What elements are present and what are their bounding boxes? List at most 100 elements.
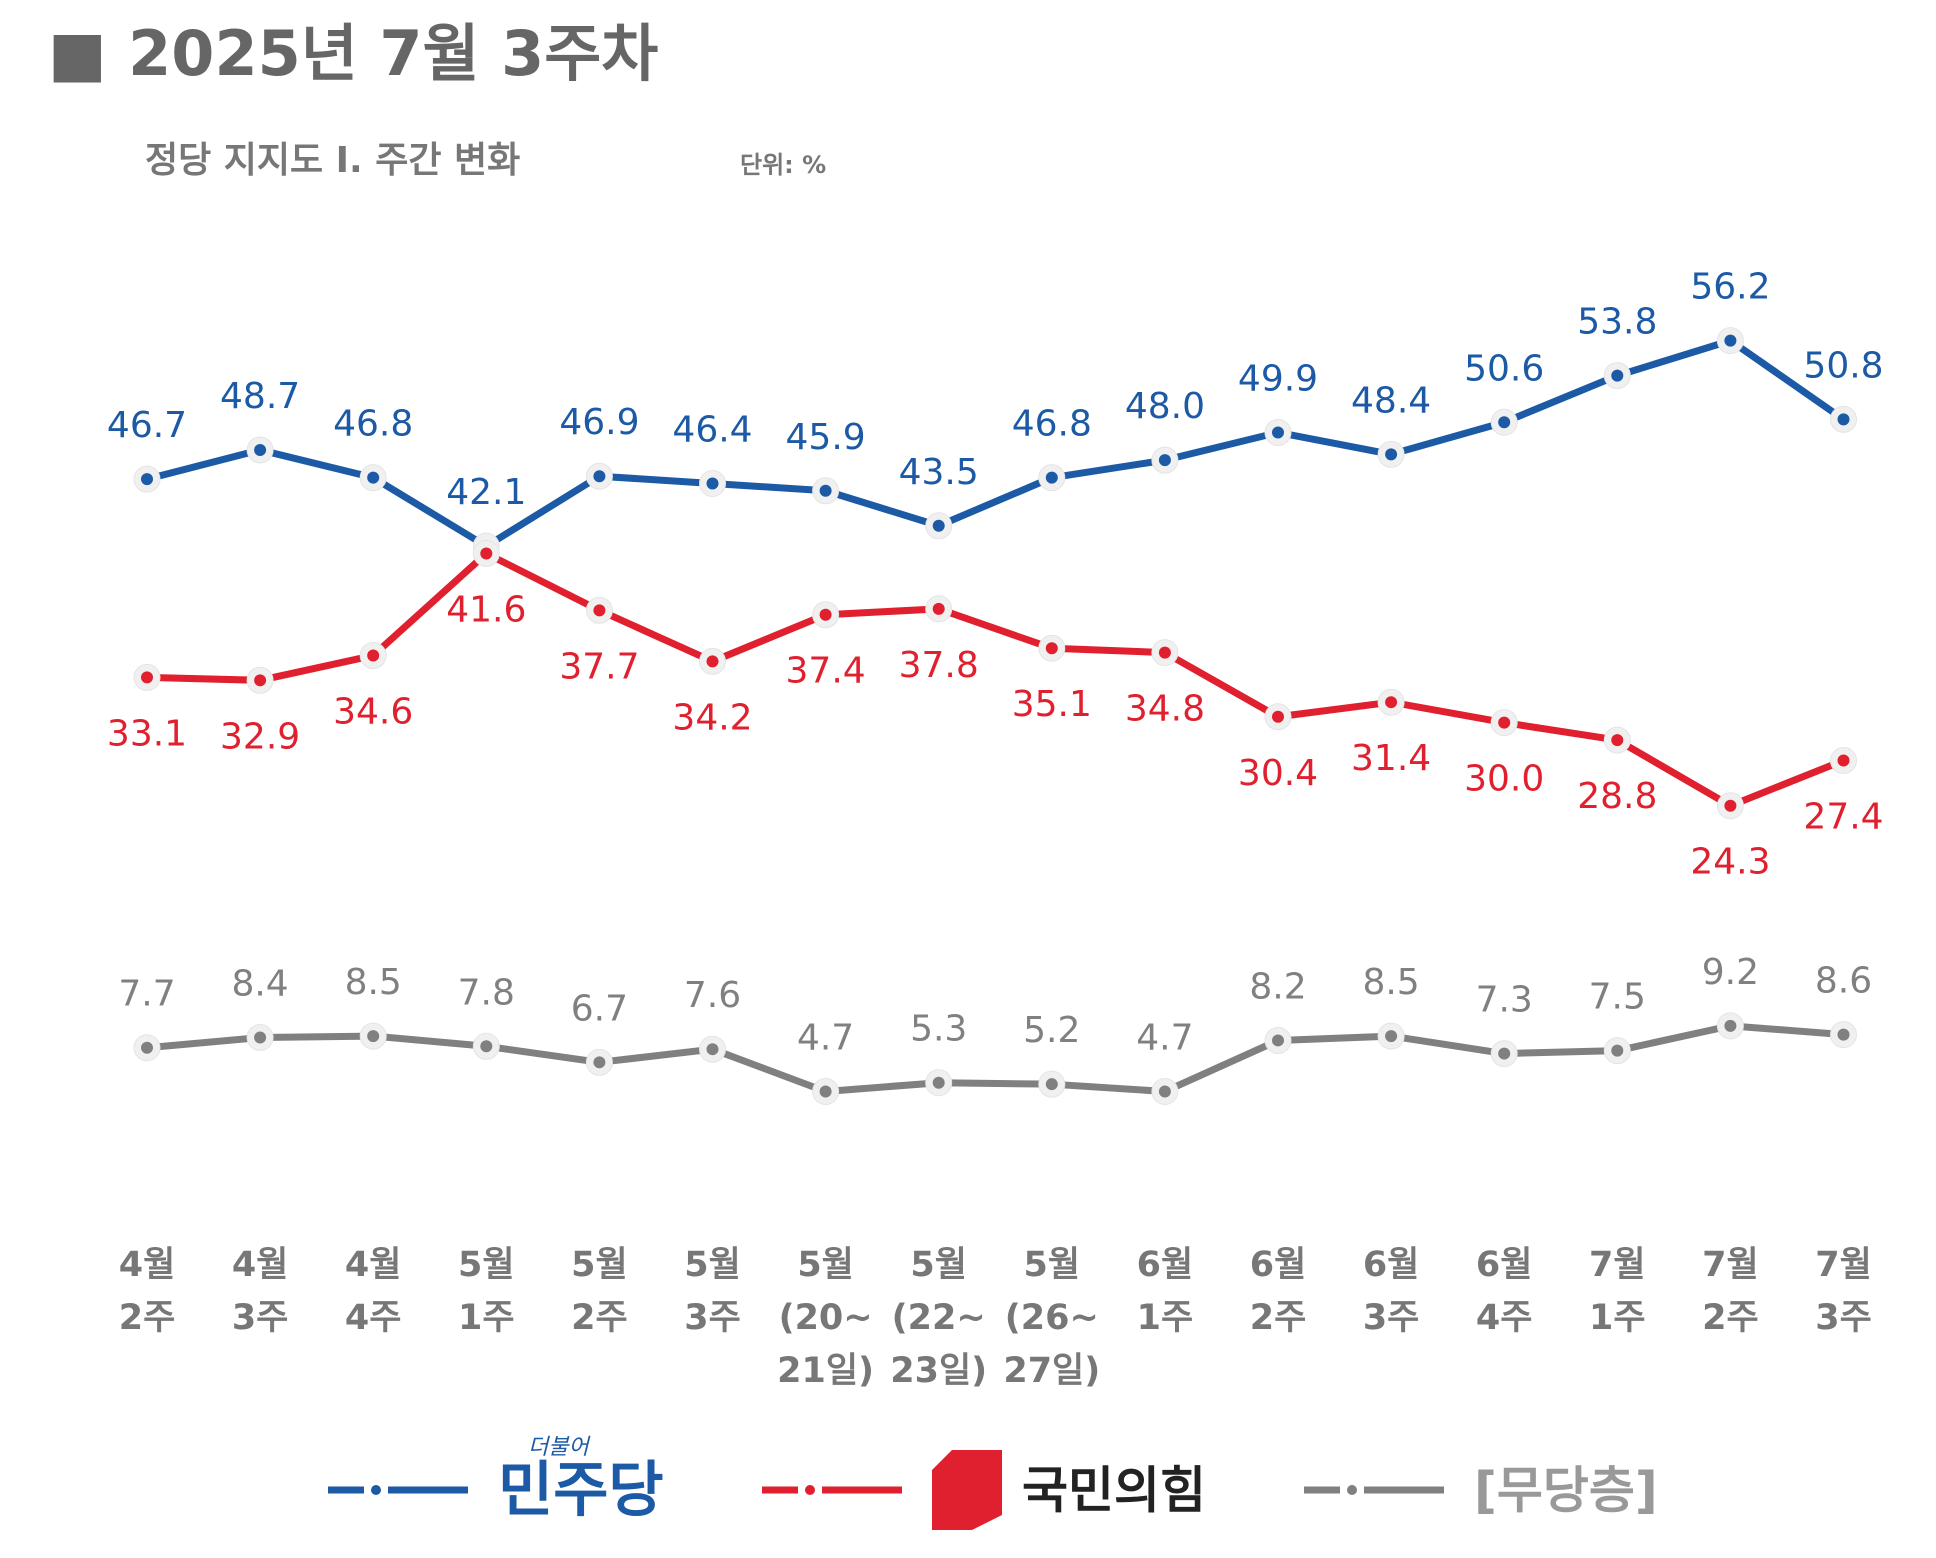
data-label: 46.7	[107, 405, 187, 446]
data-label: 5.2	[1023, 1010, 1080, 1051]
point	[1837, 1028, 1850, 1041]
point	[1611, 369, 1624, 382]
data-label: 41.6	[446, 589, 526, 630]
point	[1498, 716, 1511, 729]
point	[254, 674, 267, 687]
point	[1158, 1085, 1171, 1098]
point	[1272, 710, 1284, 723]
data-label: 37.4	[786, 651, 866, 692]
x-tick-label: 7월	[1589, 1245, 1646, 1285]
unit-label: 단위: %	[740, 151, 826, 179]
legend-dot	[1347, 1485, 1357, 1495]
legend-label: 국민의힘	[1022, 1462, 1206, 1520]
data-label: 30.0	[1464, 759, 1544, 800]
data-label: 7.6	[684, 975, 741, 1016]
data-label: 48.7	[220, 376, 300, 417]
x-tick-label: 4월	[119, 1245, 176, 1285]
x-tick-label: 5월	[910, 1245, 967, 1285]
data-label: 8.4	[231, 964, 288, 1005]
data-label: 34.6	[333, 692, 413, 733]
x-tick-label: (22~	[892, 1298, 986, 1338]
x-tick-label: 21일)	[777, 1351, 874, 1391]
point	[593, 470, 606, 483]
data-label: 49.9	[1238, 358, 1318, 399]
point	[141, 1041, 153, 1054]
point	[593, 1056, 606, 1069]
point	[932, 602, 945, 615]
data-label: 33.1	[107, 713, 187, 754]
series-line	[146, 1022, 1844, 1095]
x-tick-label: 5월	[797, 1245, 854, 1285]
x-tick-label: 6월	[1137, 1245, 1194, 1285]
x-tick-label: (26~	[1005, 1298, 1099, 1338]
series-line	[146, 337, 1846, 550]
point	[706, 655, 719, 668]
chart-title: ■ 2025년 7월 3주차	[48, 17, 658, 90]
point	[1045, 471, 1058, 484]
point	[367, 1030, 380, 1043]
legend-logo-text: 더불어	[528, 1435, 591, 1460]
point	[1498, 1047, 1511, 1060]
point	[1724, 799, 1737, 812]
x-tick-label: 1주	[1589, 1298, 1646, 1338]
x-tick-label: 4주	[1476, 1298, 1533, 1338]
data-label: 35.1	[1012, 684, 1092, 725]
data-label: 28.8	[1577, 776, 1657, 817]
x-tick-label: 5월	[684, 1245, 741, 1285]
x-tick-label: 5월	[1024, 1245, 1081, 1285]
x-tick-label: 4주	[345, 1298, 402, 1338]
x-tick-label: 2주	[571, 1298, 628, 1338]
legend-dot	[371, 1485, 381, 1495]
data-label: 31.4	[1351, 738, 1431, 779]
point	[819, 484, 832, 497]
data-label: 4.7	[797, 1017, 854, 1058]
data-label: 37.7	[559, 646, 639, 687]
point	[819, 608, 832, 621]
data-label: 34.8	[1125, 689, 1205, 730]
data-label: 53.8	[1577, 302, 1657, 343]
point	[1158, 454, 1171, 467]
x-tick-label: 3주	[1815, 1298, 1872, 1338]
x-tick-label: 4월	[232, 1245, 289, 1285]
chart-subtitle: 정당 지지도 Ⅰ. 주간 변화	[145, 140, 520, 181]
point	[1272, 426, 1284, 439]
data-label: 6.7	[571, 988, 628, 1029]
point	[254, 1031, 267, 1044]
x-tick-label: 5월	[571, 1245, 628, 1285]
point	[1611, 734, 1624, 747]
data-label: 50.6	[1464, 348, 1544, 389]
x-tick-label: 23일)	[890, 1351, 987, 1391]
legend-dot	[805, 1485, 815, 1495]
data-label: 9.2	[1702, 952, 1759, 993]
data-label: 37.8	[899, 645, 979, 686]
data-label: 8.5	[345, 962, 402, 1003]
data-label: 42.1	[446, 472, 526, 513]
x-tick-label: 2주	[119, 1298, 176, 1338]
data-label: 34.2	[672, 697, 752, 738]
x-tick-label: 3주	[232, 1298, 289, 1338]
point	[1837, 754, 1850, 767]
point	[1045, 642, 1058, 655]
x-tick-label: (20~	[779, 1298, 873, 1338]
data-label: 30.4	[1238, 753, 1318, 794]
point	[706, 477, 719, 490]
point	[1385, 1030, 1398, 1043]
x-tick-label: 7월	[1815, 1245, 1872, 1285]
point	[1385, 696, 1398, 709]
legend-label: [무당층]	[1474, 1462, 1658, 1520]
data-label: 7.3	[1476, 980, 1533, 1021]
data-label: 24.3	[1690, 842, 1770, 883]
data-label: 8.2	[1249, 966, 1306, 1007]
data-label: 4.7	[1136, 1017, 1193, 1058]
x-tick-label: 27일)	[1003, 1351, 1100, 1391]
point	[1837, 413, 1850, 426]
point	[593, 604, 606, 617]
x-tick-label: 3주	[684, 1298, 741, 1338]
legend-logo	[932, 1450, 1002, 1530]
point	[1158, 646, 1171, 659]
x-tick-label: 6월	[1476, 1245, 1533, 1285]
data-label: 50.8	[1803, 345, 1883, 386]
point	[367, 471, 380, 484]
point	[141, 671, 153, 684]
point	[932, 1076, 945, 1089]
